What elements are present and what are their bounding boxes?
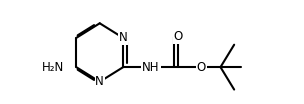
- Text: N: N: [95, 75, 104, 88]
- Text: O: O: [197, 61, 206, 74]
- Text: NH: NH: [142, 61, 160, 74]
- Text: O: O: [174, 30, 183, 43]
- Text: H₂N: H₂N: [42, 61, 64, 74]
- Text: N: N: [119, 31, 128, 44]
